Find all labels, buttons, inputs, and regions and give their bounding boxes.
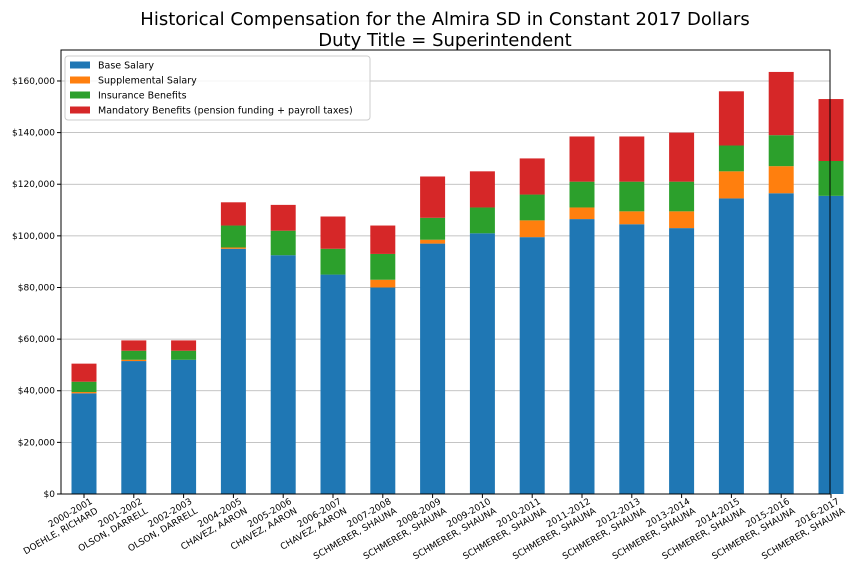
bar-segment: [718, 198, 744, 494]
legend-label: Supplemental Salary: [98, 76, 197, 87]
bar-segment: [71, 393, 97, 494]
bar-segment: [220, 202, 246, 226]
legend-label: Mandatory Benefits (pension funding + pa…: [98, 106, 353, 117]
bar-segment: [420, 239, 446, 244]
bar-segment: [320, 274, 346, 494]
legend-swatch: [70, 61, 90, 69]
y-tick-label: $20,000: [18, 438, 55, 448]
bar-segment: [619, 224, 645, 494]
bar-segment: [718, 91, 744, 146]
y-tick-label: $0: [44, 490, 56, 500]
y-tick-label: $80,000: [18, 283, 55, 293]
bar-segment: [569, 136, 595, 182]
bar-segment: [121, 340, 147, 351]
bar-segment: [718, 171, 744, 199]
bar-segment: [71, 381, 97, 393]
bar-segment: [619, 136, 645, 182]
bar-segment: [370, 287, 396, 494]
bar-segment: [171, 359, 197, 494]
bar-segment: [669, 211, 695, 229]
bar-segment: [220, 225, 246, 248]
bar-segment: [270, 255, 296, 494]
y-tick-label: $140,000: [12, 129, 55, 139]
plot-frame: [60, 49, 831, 495]
legend-swatch: [70, 106, 90, 114]
bar-segment: [669, 132, 695, 182]
bar-segment: [71, 363, 97, 382]
bar-segment: [519, 158, 545, 195]
bar-segment: [519, 220, 545, 238]
bar-segment: [420, 217, 446, 240]
bar-segment: [569, 181, 595, 208]
bar-segment: [768, 135, 794, 167]
legend-swatch: [70, 76, 90, 84]
bar-segment: [768, 166, 794, 194]
bar-segment: [818, 195, 844, 495]
legend-frame: [64, 55, 371, 121]
chart-subtitle: Duty Title = Superintendent: [318, 30, 571, 51]
bar-segment: [370, 253, 396, 280]
bar-segment: [270, 230, 296, 256]
y-tick-label: $40,000: [18, 387, 55, 397]
y-tick-label: $160,000: [12, 77, 55, 87]
legend-swatch: [70, 91, 90, 99]
bar-segment: [619, 181, 645, 212]
bar-segment: [818, 99, 844, 161]
bar-segment: [569, 207, 595, 220]
y-tick-label: $100,000: [12, 232, 55, 242]
y-tick-label: $120,000: [12, 180, 55, 190]
bar-segment: [519, 237, 545, 494]
bar-segment: [121, 350, 147, 360]
bar-segment: [619, 211, 645, 225]
bar-segment: [420, 176, 446, 218]
bar-segment: [370, 225, 396, 254]
bar-segment: [669, 228, 695, 494]
bar-segment: [220, 248, 246, 494]
bar-segment: [220, 247, 246, 249]
y-axis: $0 $20,000 $40,000 $60,000 $80,000 $100,000 $1…: [12, 77, 61, 500]
bar-segment: [768, 193, 794, 494]
bar-segment: [420, 243, 446, 494]
legend: Base Salary Supplemental Salary Insurance …: [64, 55, 371, 121]
bar-segment: [121, 361, 147, 494]
bar-segment: [171, 340, 197, 351]
bar-segment: [71, 392, 97, 394]
bars: [71, 71, 844, 495]
bar-segment: [320, 216, 346, 249]
bar-segment: [469, 171, 495, 208]
bar-segment: [121, 359, 147, 362]
bar-segment: [569, 219, 595, 494]
bar-segment: [469, 207, 495, 234]
bar-segment: [519, 194, 545, 221]
chart-title: Historical Compensation for the Almira S…: [140, 9, 749, 30]
bar-segment: [320, 248, 346, 275]
bar-segment: [718, 145, 744, 172]
y-tick-label: $60,000: [18, 335, 55, 345]
bar-segment: [768, 71, 794, 136]
bar-segment: [171, 350, 197, 360]
bar-segment: [469, 233, 495, 495]
legend-label: Base Salary: [98, 61, 154, 72]
legend-label: Insurance Benefits: [98, 91, 187, 102]
bar-segment: [818, 161, 844, 196]
bar-segment: [370, 279, 396, 288]
bar-segment: [270, 204, 296, 231]
bar-segment: [669, 181, 695, 212]
